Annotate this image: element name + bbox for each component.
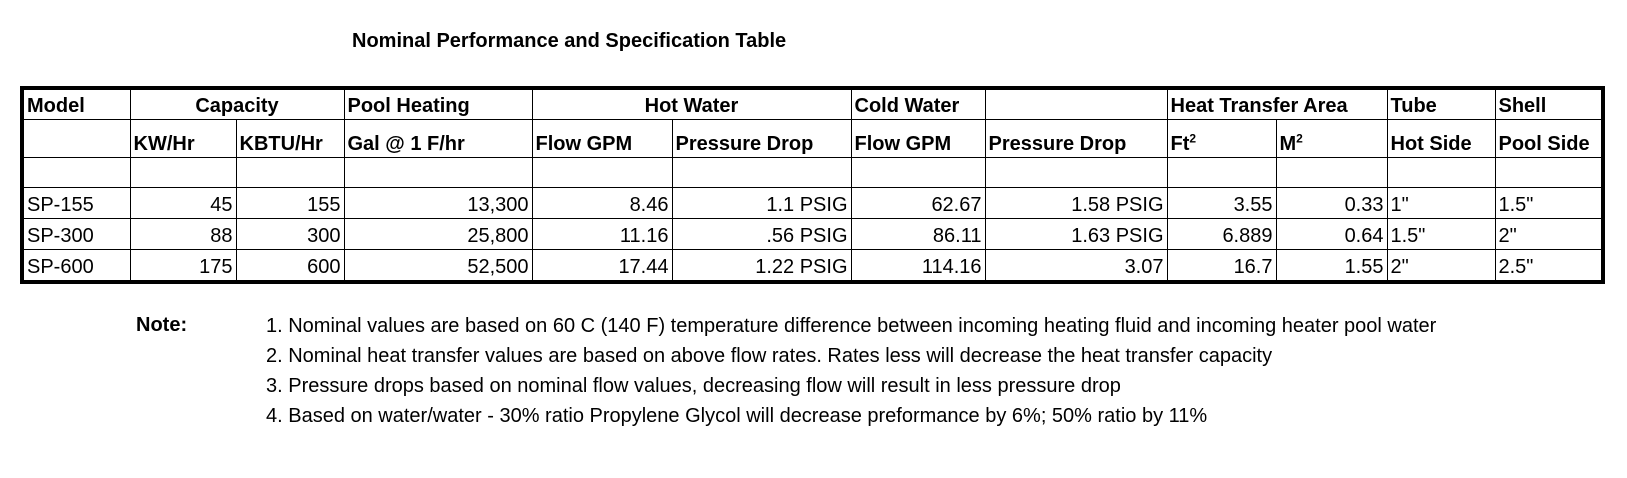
note-item: 2. Nominal heat transfer values are base… bbox=[266, 345, 1273, 367]
note-item: 3. Pressure drops based on nominal flow … bbox=[266, 375, 1121, 397]
cell-tube-hot-side: 2" bbox=[1386, 249, 1496, 283]
cell-shell-pool-side: 1.5" bbox=[1494, 187, 1604, 219]
notes-list: 1. Nominal values are based on 60 C (140… bbox=[266, 314, 1436, 434]
subheader-cold-pressure-drop: Pressure Drop bbox=[984, 119, 1168, 158]
cell-hot-pressure: 1.22 PSIG bbox=[671, 249, 852, 283]
table-sub-header-row: KW/Hr KBTU/Hr Gal @ 1 F/hr Flow GPM Pres… bbox=[21, 119, 1604, 158]
cell-area-m2: 0.33 bbox=[1275, 187, 1388, 219]
cell-kw-hr: 88 bbox=[129, 218, 237, 250]
cell-model: SP-300 bbox=[21, 218, 131, 250]
cell-shell-pool-side: 2" bbox=[1494, 218, 1604, 250]
cell-gal-per-hr: 52,500 bbox=[343, 249, 533, 283]
cell-tube-hot-side: 1.5" bbox=[1386, 218, 1496, 250]
header-blank bbox=[984, 87, 1168, 120]
cell-hot-flow: 17.44 bbox=[531, 249, 673, 283]
cell-area-ft2: 6.889 bbox=[1166, 218, 1277, 250]
cell-cold-pressure: 1.58 PSIG bbox=[984, 187, 1168, 219]
cell-area-m2: 0.64 bbox=[1275, 218, 1388, 250]
cell-shell-pool-side: 2.5" bbox=[1494, 249, 1604, 283]
subheader-area-m2: M2 bbox=[1275, 119, 1388, 158]
subheader-hot-side: Hot Side bbox=[1386, 119, 1496, 158]
cell-area-ft2: 16.7 bbox=[1166, 249, 1277, 283]
cell-model: SP-155 bbox=[21, 187, 131, 219]
cell-kbtu-hr: 155 bbox=[235, 187, 345, 219]
subheader-kbtu-hr: KBTU/Hr bbox=[235, 119, 345, 158]
table-group-header-row: Model Capacity Pool Heating Hot Water Co… bbox=[21, 87, 1604, 120]
subheader-gal-per-hr: Gal @ 1 F/hr bbox=[343, 119, 533, 158]
cell-hot-flow: 11.16 bbox=[531, 218, 673, 250]
subheader-hot-flow-gpm: Flow GPM bbox=[531, 119, 673, 158]
table-row: SP-155 45 155 13,300 8.46 1.1 PSIG 62.67… bbox=[21, 187, 1604, 219]
cell-cold-flow: 114.16 bbox=[850, 249, 986, 283]
unit-m-superscript: 2 bbox=[1296, 131, 1303, 146]
cell-cold-flow: 86.11 bbox=[850, 218, 986, 250]
subheader-cold-flow-gpm: Flow GPM bbox=[850, 119, 986, 158]
cell-hot-flow: 8.46 bbox=[531, 187, 673, 219]
cell-hot-pressure: .56 PSIG bbox=[671, 218, 852, 250]
notes-label: Note: bbox=[136, 314, 188, 336]
page-title: Nominal Performance and Specification Ta… bbox=[352, 30, 787, 52]
subheader-area-ft2: Ft2 bbox=[1166, 119, 1277, 158]
cell-area-ft2: 3.55 bbox=[1166, 187, 1277, 219]
note-item: 4. Based on water/water - 30% ratio Prop… bbox=[266, 405, 1208, 427]
header-cold-water: Cold Water bbox=[850, 87, 986, 120]
header-pool-heating: Pool Heating bbox=[343, 87, 533, 120]
unit-m: M bbox=[1279, 133, 1297, 155]
cell-kbtu-hr: 300 bbox=[235, 218, 345, 250]
cell-kw-hr: 45 bbox=[129, 187, 237, 219]
cell-area-m2: 1.55 bbox=[1275, 249, 1388, 283]
table-blank-row bbox=[21, 157, 1604, 188]
cell-hot-pressure: 1.1 PSIG bbox=[671, 187, 852, 219]
subheader-pool-side: Pool Side bbox=[1494, 119, 1604, 158]
subheader-model bbox=[21, 119, 131, 158]
cell-kbtu-hr: 600 bbox=[235, 249, 345, 283]
cell-model: SP-600 bbox=[21, 249, 131, 283]
cell-gal-per-hr: 13,300 bbox=[343, 187, 533, 219]
cell-tube-hot-side: 1" bbox=[1386, 187, 1496, 219]
cell-kw-hr: 175 bbox=[129, 249, 237, 283]
header-hot-water: Hot Water bbox=[531, 87, 852, 120]
subheader-kw-hr: KW/Hr bbox=[129, 119, 237, 158]
spec-table: Model Capacity Pool Heating Hot Water Co… bbox=[20, 86, 1605, 284]
header-capacity: Capacity bbox=[129, 87, 345, 120]
table-row: SP-600 175 600 52,500 17.44 1.22 PSIG 11… bbox=[21, 249, 1604, 283]
cell-cold-pressure: 3.07 bbox=[984, 249, 1168, 283]
note-item: 1. Nominal values are based on 60 C (140… bbox=[266, 315, 1437, 337]
header-model: Model bbox=[21, 87, 131, 120]
subheader-hot-pressure-drop: Pressure Drop bbox=[671, 119, 852, 158]
unit-ft: Ft bbox=[1170, 133, 1190, 155]
cell-gal-per-hr: 25,800 bbox=[343, 218, 533, 250]
table-row: SP-300 88 300 25,800 11.16 .56 PSIG 86.1… bbox=[21, 218, 1604, 250]
header-shell: Shell bbox=[1494, 87, 1604, 120]
header-heat-transfer-area: Heat Transfer Area bbox=[1166, 87, 1388, 120]
unit-ft-superscript: 2 bbox=[1189, 131, 1197, 146]
cell-cold-flow: 62.67 bbox=[850, 187, 986, 219]
cell-cold-pressure: 1.63 PSIG bbox=[984, 218, 1168, 250]
header-tube: Tube bbox=[1386, 87, 1496, 120]
